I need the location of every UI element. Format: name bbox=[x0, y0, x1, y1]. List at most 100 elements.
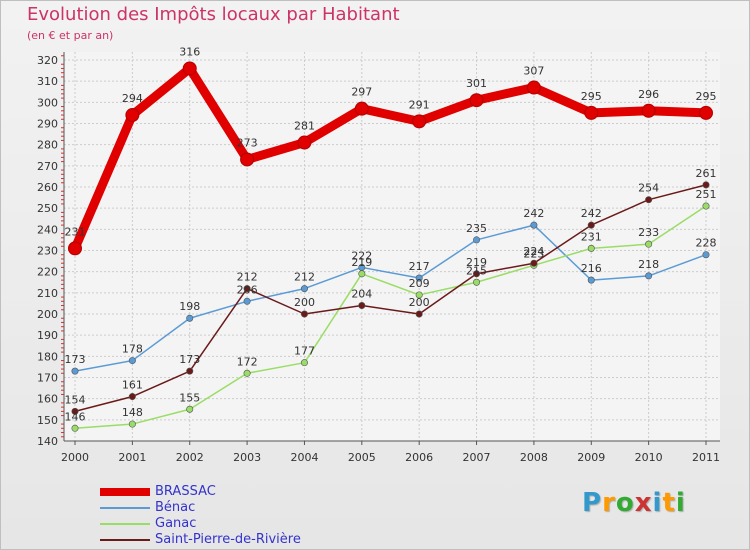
data-point bbox=[354, 101, 369, 116]
x-tick-label: 2010 bbox=[635, 451, 663, 464]
legend-label-benac: Bénac bbox=[155, 500, 196, 515]
data-point bbox=[71, 407, 79, 415]
y-tick-label: 320 bbox=[37, 54, 58, 67]
data-label: 212 bbox=[237, 271, 258, 284]
data-label: 224 bbox=[523, 245, 544, 258]
y-tick-label: 250 bbox=[37, 202, 58, 215]
y-tick-label: 170 bbox=[37, 372, 58, 385]
data-label: 161 bbox=[122, 379, 143, 392]
data-point bbox=[186, 367, 194, 375]
chart-title: Evolution des Impôts locaux par Habitant bbox=[27, 4, 400, 25]
x-tick-label: 2007 bbox=[463, 451, 491, 464]
data-point bbox=[702, 202, 710, 210]
y-tick-label: 150 bbox=[37, 414, 58, 427]
legend-swatch-benac bbox=[100, 507, 150, 509]
y-tick-label: 260 bbox=[37, 181, 58, 194]
data-point bbox=[469, 93, 484, 108]
data-point bbox=[530, 221, 538, 229]
data-point bbox=[530, 259, 538, 267]
data-label: 281 bbox=[294, 120, 315, 133]
data-label: 209 bbox=[409, 277, 430, 290]
y-tick-label: 200 bbox=[37, 308, 58, 321]
data-label: 297 bbox=[351, 86, 372, 99]
data-point bbox=[645, 272, 653, 280]
logo-letter: r bbox=[602, 488, 616, 518]
data-label: 204 bbox=[351, 288, 372, 301]
data-point bbox=[300, 310, 308, 318]
data-point bbox=[300, 359, 308, 367]
data-point bbox=[358, 270, 366, 278]
data-point bbox=[125, 108, 140, 123]
data-point bbox=[587, 221, 595, 229]
y-tick-label: 240 bbox=[37, 223, 58, 236]
legend-label-ganac: Ganac bbox=[155, 516, 197, 531]
data-label: 301 bbox=[466, 77, 487, 90]
data-label: 155 bbox=[179, 391, 200, 404]
data-label: 295 bbox=[581, 90, 602, 103]
data-point bbox=[584, 105, 599, 120]
logo-letter: x bbox=[634, 488, 653, 518]
data-point bbox=[128, 393, 136, 401]
data-label: 148 bbox=[122, 406, 143, 419]
logo-letter: o bbox=[615, 488, 635, 518]
x-tick-label: 2011 bbox=[692, 451, 720, 464]
logo-letter: t bbox=[662, 488, 676, 518]
y-tick-label: 310 bbox=[37, 75, 58, 88]
data-label: 178 bbox=[122, 343, 143, 356]
data-point bbox=[645, 240, 653, 248]
data-point bbox=[702, 251, 710, 259]
data-point bbox=[128, 420, 136, 428]
data-point bbox=[412, 114, 427, 129]
chart-subtitle: (en € et par an) bbox=[27, 29, 114, 42]
legend-swatch-saint-pierre bbox=[100, 539, 150, 541]
y-tick-label: 180 bbox=[37, 350, 58, 363]
y-tick-label: 160 bbox=[37, 393, 58, 406]
proxiti-logo: Proxiti bbox=[582, 488, 686, 518]
data-label: 242 bbox=[523, 207, 544, 220]
data-label: 200 bbox=[409, 296, 430, 309]
data-point bbox=[182, 61, 197, 76]
legend-swatch-brassac bbox=[100, 488, 150, 496]
series-line-b-nac bbox=[74, 224, 707, 372]
y-tick-label: 140 bbox=[37, 435, 58, 448]
data-label: 198 bbox=[179, 300, 200, 313]
data-point bbox=[587, 244, 595, 252]
x-tick-label: 2009 bbox=[577, 451, 605, 464]
data-label: 294 bbox=[122, 92, 143, 105]
data-label: 222 bbox=[351, 249, 372, 262]
data-point bbox=[415, 310, 423, 318]
series-line-ganac bbox=[74, 205, 707, 430]
y-tick-label: 190 bbox=[37, 329, 58, 342]
y-tick-label: 290 bbox=[37, 118, 58, 131]
y-tick-label: 270 bbox=[37, 160, 58, 173]
data-label: 146 bbox=[65, 410, 86, 423]
data-label: 219 bbox=[466, 256, 487, 269]
data-point bbox=[415, 291, 423, 299]
data-point bbox=[473, 270, 481, 278]
data-label: 177 bbox=[294, 345, 315, 358]
data-label: 217 bbox=[409, 260, 430, 273]
y-tick-label: 220 bbox=[37, 266, 58, 279]
y-tick-label: 300 bbox=[37, 96, 58, 109]
data-point bbox=[128, 357, 136, 365]
data-label: 273 bbox=[237, 136, 258, 149]
data-point bbox=[71, 424, 79, 432]
x-tick-label: 2006 bbox=[405, 451, 433, 464]
data-label: 218 bbox=[638, 258, 659, 271]
data-label: 235 bbox=[466, 222, 487, 235]
data-label: 251 bbox=[696, 188, 717, 201]
data-label: 173 bbox=[179, 353, 200, 366]
data-label: 231 bbox=[65, 225, 86, 238]
data-point bbox=[297, 135, 312, 150]
y-tick-label: 210 bbox=[37, 287, 58, 300]
logo-letter: P bbox=[582, 488, 603, 518]
x-tick-label: 2000 bbox=[61, 451, 89, 464]
data-point bbox=[243, 285, 251, 293]
data-point bbox=[240, 152, 255, 167]
data-point bbox=[71, 367, 79, 375]
legend-label-brassac: BRASSAC bbox=[155, 484, 216, 499]
series-line-saint-pierre-de-rivi-re bbox=[74, 184, 707, 413]
data-label: 173 bbox=[65, 353, 86, 366]
line-chart: 140 150 160 170 180 190 200 210 220 230 240 250 260 2… bbox=[37, 45, 720, 464]
data-point bbox=[300, 285, 308, 293]
